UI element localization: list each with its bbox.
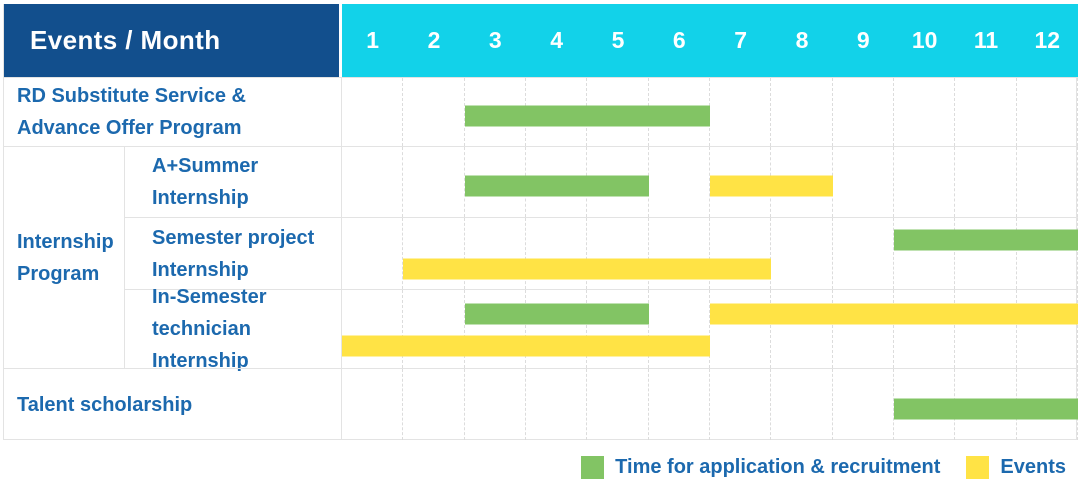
timeline-in-semester-technician	[342, 289, 1078, 368]
month-column	[465, 290, 526, 368]
month-column	[894, 218, 956, 289]
gantt-bar-application	[894, 229, 1078, 251]
month-column	[587, 218, 649, 289]
month-column	[771, 369, 833, 440]
row-label-rd-substitute: RD Substitute Service & Advance Offer Pr…	[4, 77, 342, 146]
month-column	[403, 78, 465, 146]
month-column	[955, 290, 1017, 368]
month-header-6: 6	[672, 27, 686, 53]
timeline-a-plus-summer	[342, 146, 1078, 217]
month-header-row: 1 2 3 4 5 6 7 8 9 10 11 12	[342, 4, 1078, 77]
month-column	[710, 369, 772, 440]
month-header-12: 12	[1034, 27, 1061, 53]
month-column	[771, 218, 833, 289]
month-column	[587, 369, 649, 440]
month-column	[894, 78, 956, 146]
month-column	[710, 218, 772, 289]
gantt-bar-event	[403, 258, 772, 280]
month-header-9: 9	[856, 27, 870, 53]
month-column	[403, 218, 465, 289]
month-column	[342, 147, 404, 217]
events-color-swatch	[966, 455, 990, 479]
row-label-talent-scholarship: Talent scholarship	[4, 368, 342, 440]
month-column	[465, 218, 526, 289]
table-title: Events / Month	[4, 4, 342, 77]
month-header-2: 2	[427, 27, 441, 53]
month-column	[649, 290, 710, 368]
month-column	[710, 290, 772, 368]
month-header-10: 10	[911, 27, 938, 53]
month-column	[403, 147, 465, 217]
month-column	[833, 369, 894, 440]
gantt-bar-application	[464, 175, 649, 197]
month-column	[833, 218, 894, 289]
events-month-gantt-table: Events / Month 1 2 3 4 5 6 7 8 9 10 11 1…	[3, 4, 1078, 440]
month-column	[1017, 147, 1078, 217]
month-header-11: 11	[973, 27, 999, 53]
month-column	[342, 290, 404, 368]
gantt-bar-event	[342, 335, 710, 357]
month-column	[1017, 290, 1078, 368]
month-column	[342, 369, 404, 440]
legend-item-events: Events	[966, 455, 1066, 479]
month-column	[1017, 218, 1078, 289]
gantt-bar-event	[710, 303, 1078, 325]
month-column	[587, 290, 649, 368]
application-color-swatch	[581, 455, 605, 479]
month-header-8: 8	[795, 27, 809, 53]
month-header-5: 5	[611, 27, 625, 53]
month-column	[955, 78, 1017, 146]
month-header-3: 3	[488, 27, 502, 53]
month-column	[526, 290, 588, 368]
month-column	[955, 147, 1017, 217]
month-column	[894, 290, 956, 368]
legend-item-application: Time for application & recruitment	[581, 455, 941, 479]
month-column	[342, 78, 404, 146]
month-header-4: 4	[550, 27, 564, 53]
month-column	[403, 369, 465, 440]
month-column	[955, 218, 1017, 289]
month-column	[833, 290, 894, 368]
month-column	[894, 147, 956, 217]
row-label-semester-project: Semester project Internship	[125, 217, 342, 289]
month-column	[526, 218, 588, 289]
gantt-bar-application	[464, 105, 710, 127]
month-column	[342, 218, 404, 289]
row-label-in-semester-technician: In-Semester technician Internship	[125, 286, 342, 372]
timeline-semester-project	[342, 217, 1078, 289]
month-column	[403, 290, 465, 368]
month-column	[833, 78, 894, 146]
legend-label-events: Events	[1000, 455, 1066, 478]
month-header-7: 7	[734, 27, 748, 53]
month-column	[649, 147, 710, 217]
month-column	[465, 369, 526, 440]
month-header-1: 1	[366, 27, 380, 53]
month-column	[771, 290, 833, 368]
month-column	[649, 369, 710, 440]
timeline-rd-substitute	[342, 77, 1078, 146]
row-label-a-plus-summer: A+Summer Internship	[125, 146, 342, 217]
group-label-internship-program: Internship Program	[4, 146, 125, 368]
month-column	[649, 218, 710, 289]
month-column	[526, 369, 588, 440]
month-column	[833, 147, 894, 217]
timeline-talent-scholarship	[342, 368, 1078, 440]
legend: Time for application & recruitment Event…	[581, 452, 1066, 482]
gantt-bar-application	[464, 303, 649, 325]
gantt-bar-application	[894, 398, 1078, 420]
legend-label-application: Time for application & recruitment	[615, 455, 941, 478]
month-column	[771, 78, 833, 146]
gantt-bar-event	[710, 175, 833, 197]
month-column	[1017, 78, 1078, 146]
month-column	[710, 78, 772, 146]
